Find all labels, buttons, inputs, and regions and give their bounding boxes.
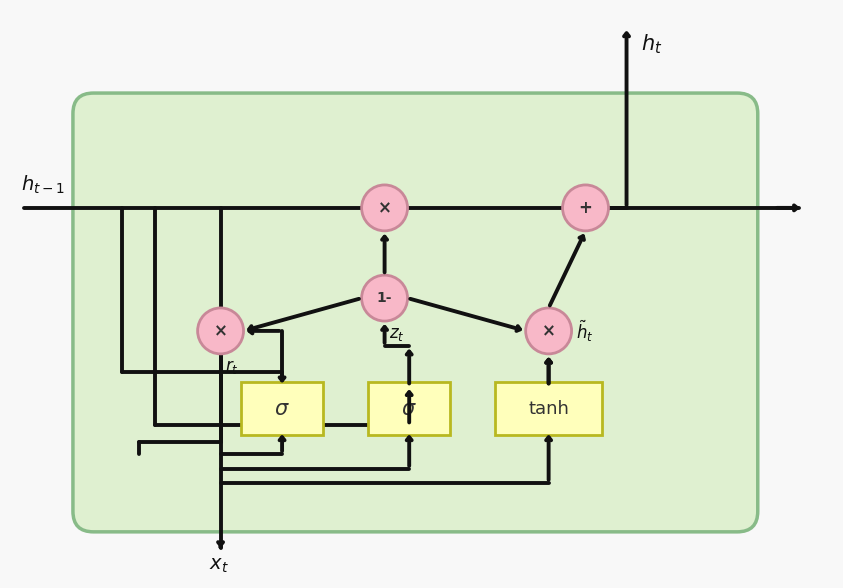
FancyBboxPatch shape (241, 382, 323, 436)
Text: $z_t$: $z_t$ (389, 325, 405, 343)
Circle shape (562, 185, 609, 231)
Circle shape (362, 275, 407, 321)
Text: 1-: 1- (377, 291, 392, 305)
Text: $x_t$: $x_t$ (209, 556, 228, 576)
FancyBboxPatch shape (496, 382, 602, 436)
Text: +: + (578, 199, 593, 217)
Text: $r_t$: $r_t$ (225, 358, 239, 376)
Text: ×: × (542, 322, 556, 340)
Circle shape (362, 185, 407, 231)
Text: $\sigma$: $\sigma$ (401, 399, 417, 419)
FancyBboxPatch shape (73, 93, 758, 532)
Circle shape (526, 308, 572, 354)
Text: tanh: tanh (529, 400, 569, 418)
Text: $h_{t-1}$: $h_{t-1}$ (21, 173, 65, 196)
Text: ×: × (378, 199, 391, 217)
Text: ×: × (213, 322, 228, 340)
Circle shape (197, 308, 244, 354)
Text: $\sigma$: $\sigma$ (274, 399, 290, 419)
Text: $\tilde{h}_t$: $\tilde{h}_t$ (576, 318, 593, 343)
FancyBboxPatch shape (368, 382, 450, 436)
Text: $h_t$: $h_t$ (642, 32, 663, 56)
